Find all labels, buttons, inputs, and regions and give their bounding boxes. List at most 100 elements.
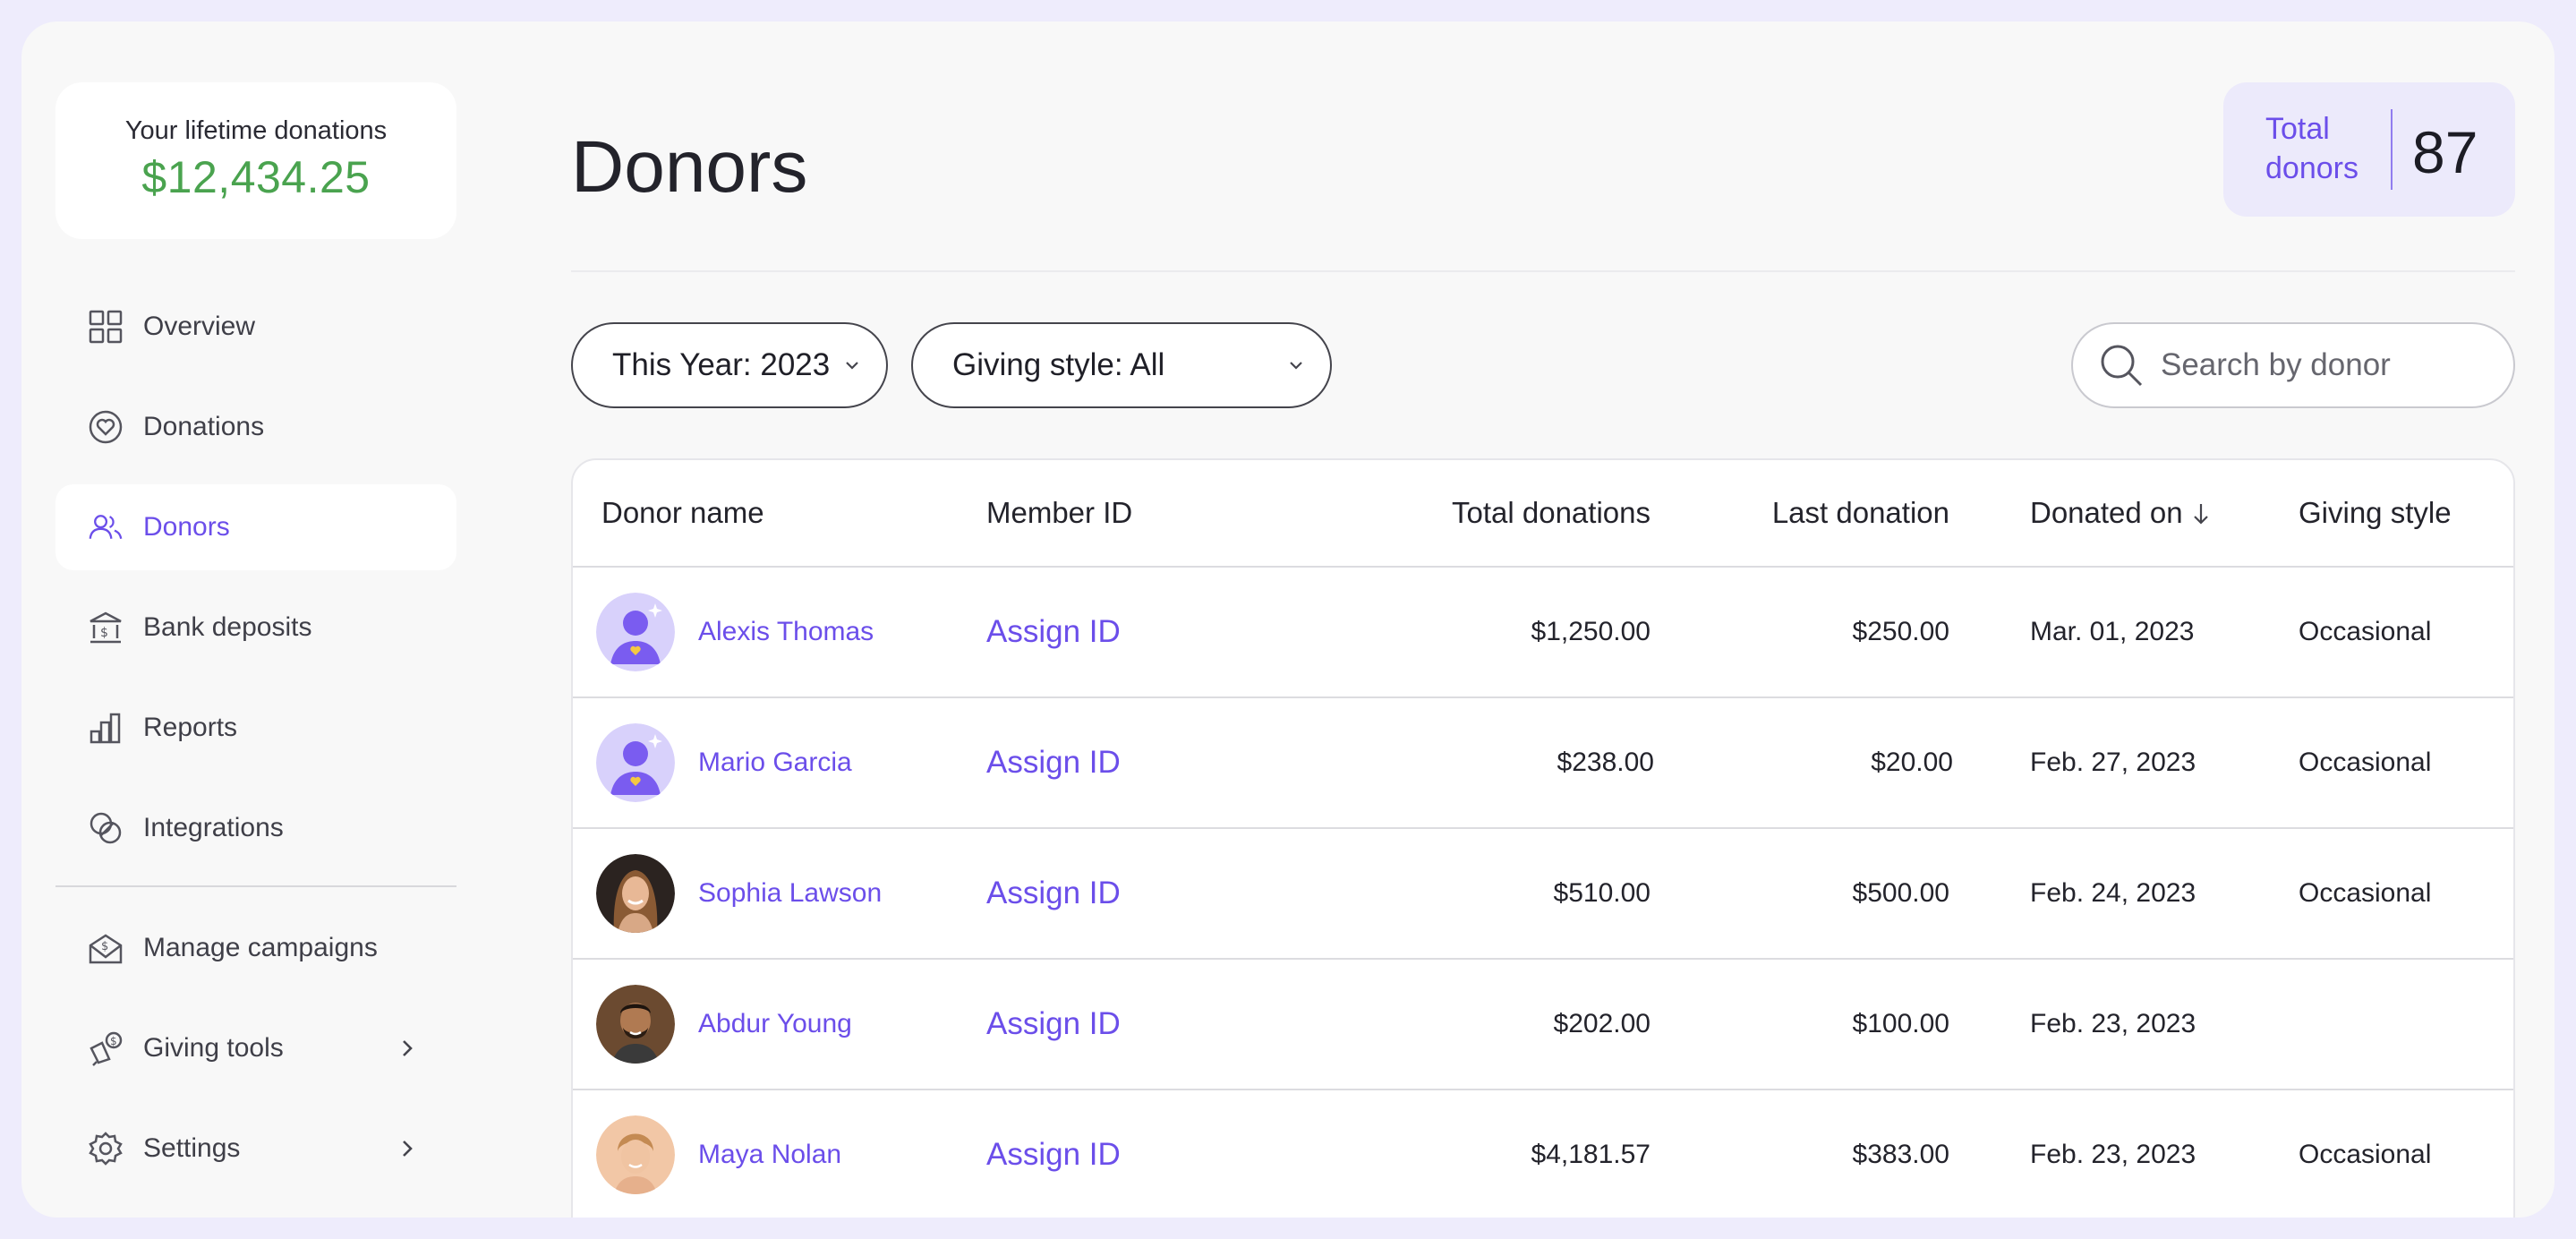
column-header-donated-on[interactable]: Donated on xyxy=(2030,496,2211,530)
assign-id-link[interactable]: Assign ID xyxy=(986,745,1121,780)
envelope-dollar-icon: $ xyxy=(88,930,124,966)
heart-circle-icon xyxy=(88,409,124,445)
sidebar-item-label: Manage campaigns xyxy=(143,933,378,962)
sidebar-item-label: Giving tools xyxy=(143,1033,284,1063)
donated-on-cell: Feb. 27, 2023 xyxy=(2030,748,2196,777)
last-donation-cell: $250.00 xyxy=(1852,617,1949,646)
giving-style-cell: Occasional xyxy=(2299,1140,2432,1169)
column-header-last-donation[interactable]: Last donation xyxy=(1771,496,1949,529)
total-donors-value: 87 xyxy=(2412,119,2478,185)
assign-id-link[interactable]: Assign ID xyxy=(986,1137,1121,1172)
sidebar-item-label: Donors xyxy=(143,512,230,542)
table-row[interactable]: Mario Garcia Assign ID $238.00 $20.00 Fe… xyxy=(573,698,2513,829)
table-header: Donor name Member ID Total donations Las… xyxy=(573,460,2513,568)
sidebar-item-reports[interactable]: Reports xyxy=(55,685,456,771)
assign-id-link[interactable]: Assign ID xyxy=(986,614,1121,649)
giving-style-filter-dropdown[interactable]: Giving style: All xyxy=(911,322,1332,408)
donated-on-cell: Feb. 24, 2023 xyxy=(2030,878,2196,908)
sidebar-item-manage-campaigns[interactable]: $ Manage campaigns xyxy=(55,905,456,991)
bar-chart-icon xyxy=(88,710,124,746)
lifetime-donations-value: $12,434.25 xyxy=(141,152,371,202)
photo-avatar xyxy=(596,985,675,1064)
sidebar-item-integrations[interactable]: Integrations xyxy=(55,785,456,871)
total-donations-cell: $238.00 xyxy=(1557,748,1654,777)
total-donations-cell: $510.00 xyxy=(1553,878,1651,908)
last-donation-cell: $500.00 xyxy=(1852,878,1949,908)
sidebar-divider xyxy=(55,885,456,887)
sidebar-item-label: Reports xyxy=(143,713,238,742)
donor-name-link[interactable]: Sophia Lawson xyxy=(698,878,883,908)
page-title: Donors xyxy=(571,126,808,208)
donors-table: Donor name Member ID Total donations Las… xyxy=(571,458,2515,1218)
assign-id-link[interactable]: Assign ID xyxy=(986,1006,1121,1041)
year-filter-label: This Year: 2023 xyxy=(612,347,831,382)
last-donation-cell: $383.00 xyxy=(1852,1140,1949,1169)
placeholder-avatar-icon xyxy=(596,593,675,671)
megaphone-dollar-icon: $ xyxy=(88,1030,124,1066)
column-header-member-id[interactable]: Member ID xyxy=(986,496,1133,529)
giving-style-filter-label: Giving style: All xyxy=(952,347,1165,382)
chevron-down-icon xyxy=(1290,362,1302,370)
svg-text:$: $ xyxy=(100,626,108,640)
chevron-right-icon xyxy=(403,1040,413,1056)
search-input[interactable] xyxy=(2161,347,2501,383)
table-row[interactable]: Abdur Young Assign ID $202.00 $100.00 Fe… xyxy=(573,960,2513,1090)
table-row[interactable]: Sophia Lawson Assign ID $510.00 $500.00 … xyxy=(573,829,2513,960)
total-donations-cell: $4,181.57 xyxy=(1531,1140,1651,1169)
lifetime-donations-label: Your lifetime donations xyxy=(124,116,388,145)
giving-style-cell: Occasional xyxy=(2299,617,2432,646)
sidebar-item-label: Donations xyxy=(143,412,265,441)
donor-name-link[interactable]: Abdur Young xyxy=(698,1009,852,1038)
search-icon xyxy=(2101,345,2143,387)
sidebar-item-giving-tools[interactable]: $ Giving tools xyxy=(55,1005,456,1091)
svg-text:$: $ xyxy=(110,1035,117,1047)
gear-icon xyxy=(88,1131,124,1166)
donated-on-cell: Feb. 23, 2023 xyxy=(2030,1009,2196,1038)
last-donation-cell: $20.00 xyxy=(1871,748,1953,777)
integrations-icon xyxy=(88,810,124,846)
last-donation-cell: $100.00 xyxy=(1852,1009,1949,1038)
table-row[interactable]: Maya Nolan Assign ID $4,181.57 $383.00 F… xyxy=(573,1090,2513,1218)
chevron-down-icon xyxy=(846,362,858,370)
donor-name-link[interactable]: Alexis Thomas xyxy=(698,617,874,646)
total-donations-cell: $1,250.00 xyxy=(1531,617,1651,646)
bank-icon: $ xyxy=(88,610,124,645)
lifetime-donations-card: Your lifetime donations $12,434.25 xyxy=(55,82,456,239)
sidebar-item-overview[interactable]: Overview xyxy=(55,284,456,370)
column-header-giving-style[interactable]: Giving style xyxy=(2299,496,2452,529)
placeholder-avatar-icon xyxy=(596,723,675,802)
sidebar-nav: Overview Donations xyxy=(55,284,456,1192)
total-donors-separator xyxy=(2391,109,2393,190)
app-frame: Your lifetime donations $12,434.25 Overv… xyxy=(21,21,2555,1218)
donor-name-link[interactable]: Maya Nolan xyxy=(698,1140,842,1169)
sidebar-item-bank-deposits[interactable]: $ Bank deposits xyxy=(55,585,456,671)
chevron-right-icon xyxy=(403,1141,413,1157)
sidebar-item-label: Bank deposits xyxy=(143,612,312,642)
column-header-total-donations[interactable]: Total donations xyxy=(1452,496,1651,529)
table-row[interactable]: Alexis Thomas Assign ID $1,250.00 $250.0… xyxy=(573,568,2513,698)
giving-style-cell: Occasional xyxy=(2299,878,2432,908)
sidebar: Your lifetime donations $12,434.25 Overv… xyxy=(55,82,456,1206)
sidebar-item-label: Overview xyxy=(143,312,256,341)
assign-id-link[interactable]: Assign ID xyxy=(986,876,1121,910)
donated-on-cell: Mar. 01, 2023 xyxy=(2030,617,2195,646)
total-donors-label: Total donors xyxy=(2265,112,2358,185)
svg-text:$: $ xyxy=(101,940,108,953)
donor-name-link[interactable]: Mario Garcia xyxy=(698,748,852,777)
sidebar-item-label: Integrations xyxy=(143,813,284,842)
header-divider xyxy=(571,270,2515,272)
column-header-donor-name[interactable]: Donor name xyxy=(601,496,764,529)
filters-bar: This Year: 2023 Giving style: All xyxy=(571,322,2515,408)
sidebar-item-donations[interactable]: Donations xyxy=(55,384,456,470)
search-box[interactable] xyxy=(2071,322,2515,408)
sidebar-item-donors[interactable]: Donors xyxy=(55,484,456,570)
sidebar-item-label: Settings xyxy=(143,1133,241,1163)
sort-descending-icon xyxy=(2194,504,2208,525)
donated-on-cell: Feb. 23, 2023 xyxy=(2030,1140,2196,1169)
sidebar-item-settings[interactable]: Settings xyxy=(55,1106,456,1192)
photo-avatar xyxy=(596,854,675,933)
total-donations-cell: $202.00 xyxy=(1553,1009,1651,1038)
users-icon xyxy=(88,509,124,545)
year-filter-dropdown[interactable]: This Year: 2023 xyxy=(571,322,888,408)
column-header-label: Donated on xyxy=(2030,496,2183,529)
